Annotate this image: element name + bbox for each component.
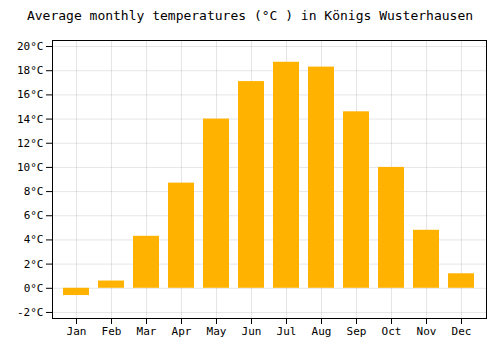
svg-text:Oct: Oct xyxy=(382,325,402,338)
svg-text:16°C: 16°C xyxy=(17,88,44,101)
svg-text:12°C: 12°C xyxy=(17,137,44,150)
svg-text:20°C: 20°C xyxy=(17,40,44,53)
svg-text:-2°C: -2°C xyxy=(17,306,44,319)
svg-text:Dec: Dec xyxy=(452,325,472,338)
svg-text:18°C: 18°C xyxy=(17,64,44,77)
svg-text:Nov: Nov xyxy=(417,325,437,338)
svg-text:10°C: 10°C xyxy=(17,161,44,174)
svg-text:4°C: 4°C xyxy=(24,233,44,246)
svg-text:6°C: 6°C xyxy=(24,209,44,222)
svg-text:8°C: 8°C xyxy=(24,185,44,198)
svg-text:Mar: Mar xyxy=(137,325,157,338)
svg-text:Jul: Jul xyxy=(277,325,297,338)
html-text:Average monthly temperatures (: Average monthly temperatures (°C ) in Kö… xyxy=(26,8,474,23)
svg-text:Jun: Jun xyxy=(242,325,262,338)
svg-text:0°C: 0°C xyxy=(24,282,44,295)
svg-text:2°C: 2°C xyxy=(24,258,44,271)
svg-text:14°C: 14°C xyxy=(17,113,44,126)
svg-text:Aug: Aug xyxy=(312,325,332,338)
svg-text:Feb: Feb xyxy=(102,325,122,338)
svg-text:Jan: Jan xyxy=(67,325,87,338)
svg-text:Sep: Sep xyxy=(347,325,367,338)
svg-text:Apr: Apr xyxy=(172,325,192,338)
svg-text:May: May xyxy=(207,325,227,338)
